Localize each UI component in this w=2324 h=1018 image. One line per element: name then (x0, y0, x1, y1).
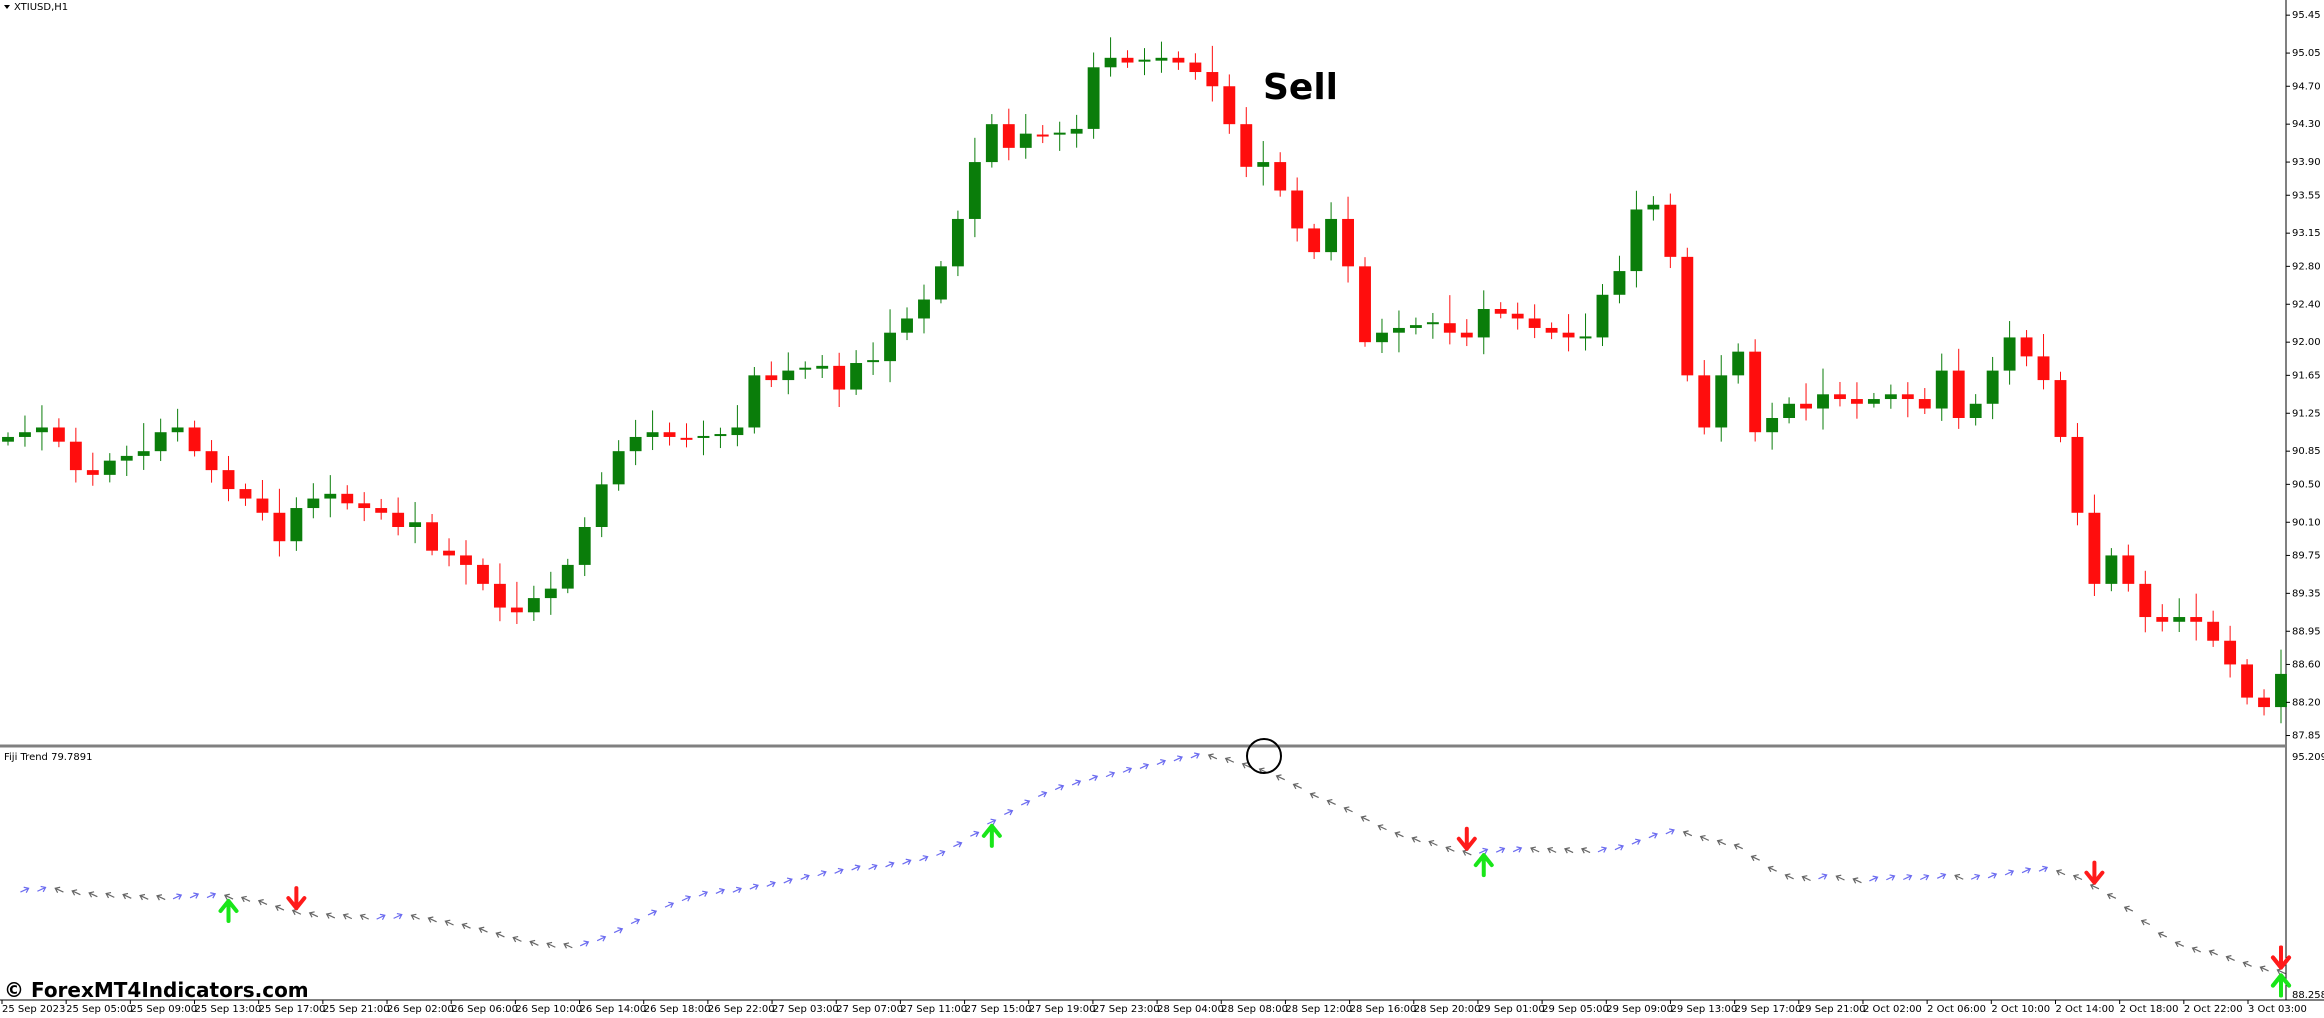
price-tick-label: 91.25 (2292, 408, 2321, 419)
time-tick-label: 2 Oct 14:00 (2055, 1004, 2114, 1014)
time-tick-label: 27 Sep 23:00 (1093, 1004, 1160, 1014)
time-tick-label: 29 Sep 13:00 (1670, 1004, 1737, 1014)
price-tick-label: 90.10 (2292, 517, 2321, 528)
price-tick-label: 91.65 (2292, 370, 2321, 381)
bullish-candle (748, 367, 760, 434)
indicator-title: Fiji Trend 79.7891 (4, 752, 92, 763)
time-tick-label: 26 Sep 18:00 (644, 1004, 711, 1014)
time-tick-label: 25 Sep 13:00 (195, 1004, 262, 1014)
time-tick-label: 2 Oct 06:00 (1927, 1004, 1986, 1014)
time-tick-label: 25 Sep 21:00 (323, 1004, 390, 1014)
time-tick-label: 2 Oct 18:00 (2120, 1004, 2179, 1014)
time-tick-label: 26 Sep 06:00 (451, 1004, 518, 1014)
time-tick-label: 25 Sep 05:00 (66, 1004, 133, 1014)
time-tick-label: 29 Sep 05:00 (1542, 1004, 1609, 1014)
time-tick-label: 27 Sep 19:00 (1029, 1004, 1096, 1014)
price-tick-label: 87.85 (2292, 731, 2321, 742)
time-tick-label: 26 Sep 02:00 (387, 1004, 454, 1014)
price-tick-label: 92.00 (2292, 337, 2321, 348)
bearish-candle (1359, 257, 1371, 347)
time-tick-label: 27 Sep 07:00 (836, 1004, 903, 1014)
time-tick-label: 28 Sep 16:00 (1350, 1004, 1417, 1014)
time-tick-label: 25 Sep 17:00 (259, 1004, 326, 1014)
price-tick-label: 93.55 (2292, 190, 2321, 201)
price-tick-label: 90.50 (2292, 479, 2321, 490)
time-tick-label: 29 Sep 21:00 (1799, 1004, 1866, 1014)
time-tick-label: 28 Sep 12:00 (1285, 1004, 1352, 1014)
price-tick-label: 88.95 (2292, 626, 2321, 637)
window-title: XTIUSD,H1 (4, 2, 68, 13)
time-tick-label: 29 Sep 01:00 (1478, 1004, 1545, 1014)
time-tick-label: 26 Sep 10:00 (515, 1004, 582, 1014)
price-tick-label: 88.20 (2292, 697, 2321, 708)
time-tick-label: 3 Oct 03:00 (2248, 1004, 2307, 1014)
indicator-tick-label: 95.209 (2292, 752, 2324, 763)
bearish-candle (1681, 248, 1693, 382)
time-tick-label: 28 Sep 08:00 (1221, 1004, 1288, 1014)
price-axis: 95.45 95.05 94.70 94.30 93.90 93.55 93.15 92.80… (2286, 10, 2321, 741)
time-tick-label: 29 Sep 09:00 (1606, 1004, 1673, 1014)
price-tick-label: 89.35 (2292, 588, 2321, 599)
price-tick-label: 92.80 (2292, 261, 2321, 272)
price-tick-label: 94.70 (2292, 81, 2321, 92)
price-tick-label: 93.90 (2292, 157, 2321, 168)
price-tick-label: 88.60 (2292, 659, 2321, 670)
bullish-candle (935, 261, 947, 303)
price-tick-label: 95.45 (2292, 10, 2321, 21)
indicator-tick-label: 88.258 (2292, 990, 2324, 1001)
time-tick-label: 2 Oct 22:00 (2184, 1004, 2243, 1014)
symbol-title: XTIUSD,H1 (14, 2, 68, 13)
time-tick-label: 26 Sep 14:00 (580, 1004, 647, 1014)
price-tick-label: 94.30 (2292, 119, 2321, 130)
time-tick-label: 2 Oct 02:00 (1863, 1004, 1922, 1014)
time-tick-label: 28 Sep 04:00 (1157, 1004, 1224, 1014)
bearish-candle (2072, 423, 2084, 525)
watermark: © ForexMT4Indicators.com (4, 978, 309, 1002)
price-tick-label: 90.85 (2292, 446, 2321, 457)
price-tick-label: 92.40 (2292, 299, 2321, 310)
time-tick-label: 2 Oct 10:00 (1991, 1004, 2050, 1014)
time-tick-label: 25 Sep 2023 (2, 1004, 65, 1014)
time-tick-label: 28 Sep 20:00 (1414, 1004, 1481, 1014)
time-tick-label: 27 Sep 03:00 (772, 1004, 839, 1014)
time-tick-label: 27 Sep 11:00 (900, 1004, 967, 1014)
price-tick-label: 93.15 (2292, 228, 2321, 239)
time-tick-label: 29 Sep 17:00 (1735, 1004, 1802, 1014)
time-tick-label: 25 Sep 09:00 (130, 1004, 197, 1014)
time-tick-label: 26 Sep 22:00 (708, 1004, 775, 1014)
bearish-candle (1749, 339, 1761, 441)
sell-annotation: Sell (1263, 67, 1338, 108)
price-tick-label: 89.75 (2292, 550, 2321, 561)
time-tick-label: 27 Sep 15:00 (965, 1004, 1032, 1014)
price-tick-label: 95.05 (2292, 48, 2321, 59)
bullish-candle (952, 211, 964, 276)
bearish-candle (2055, 372, 2067, 443)
